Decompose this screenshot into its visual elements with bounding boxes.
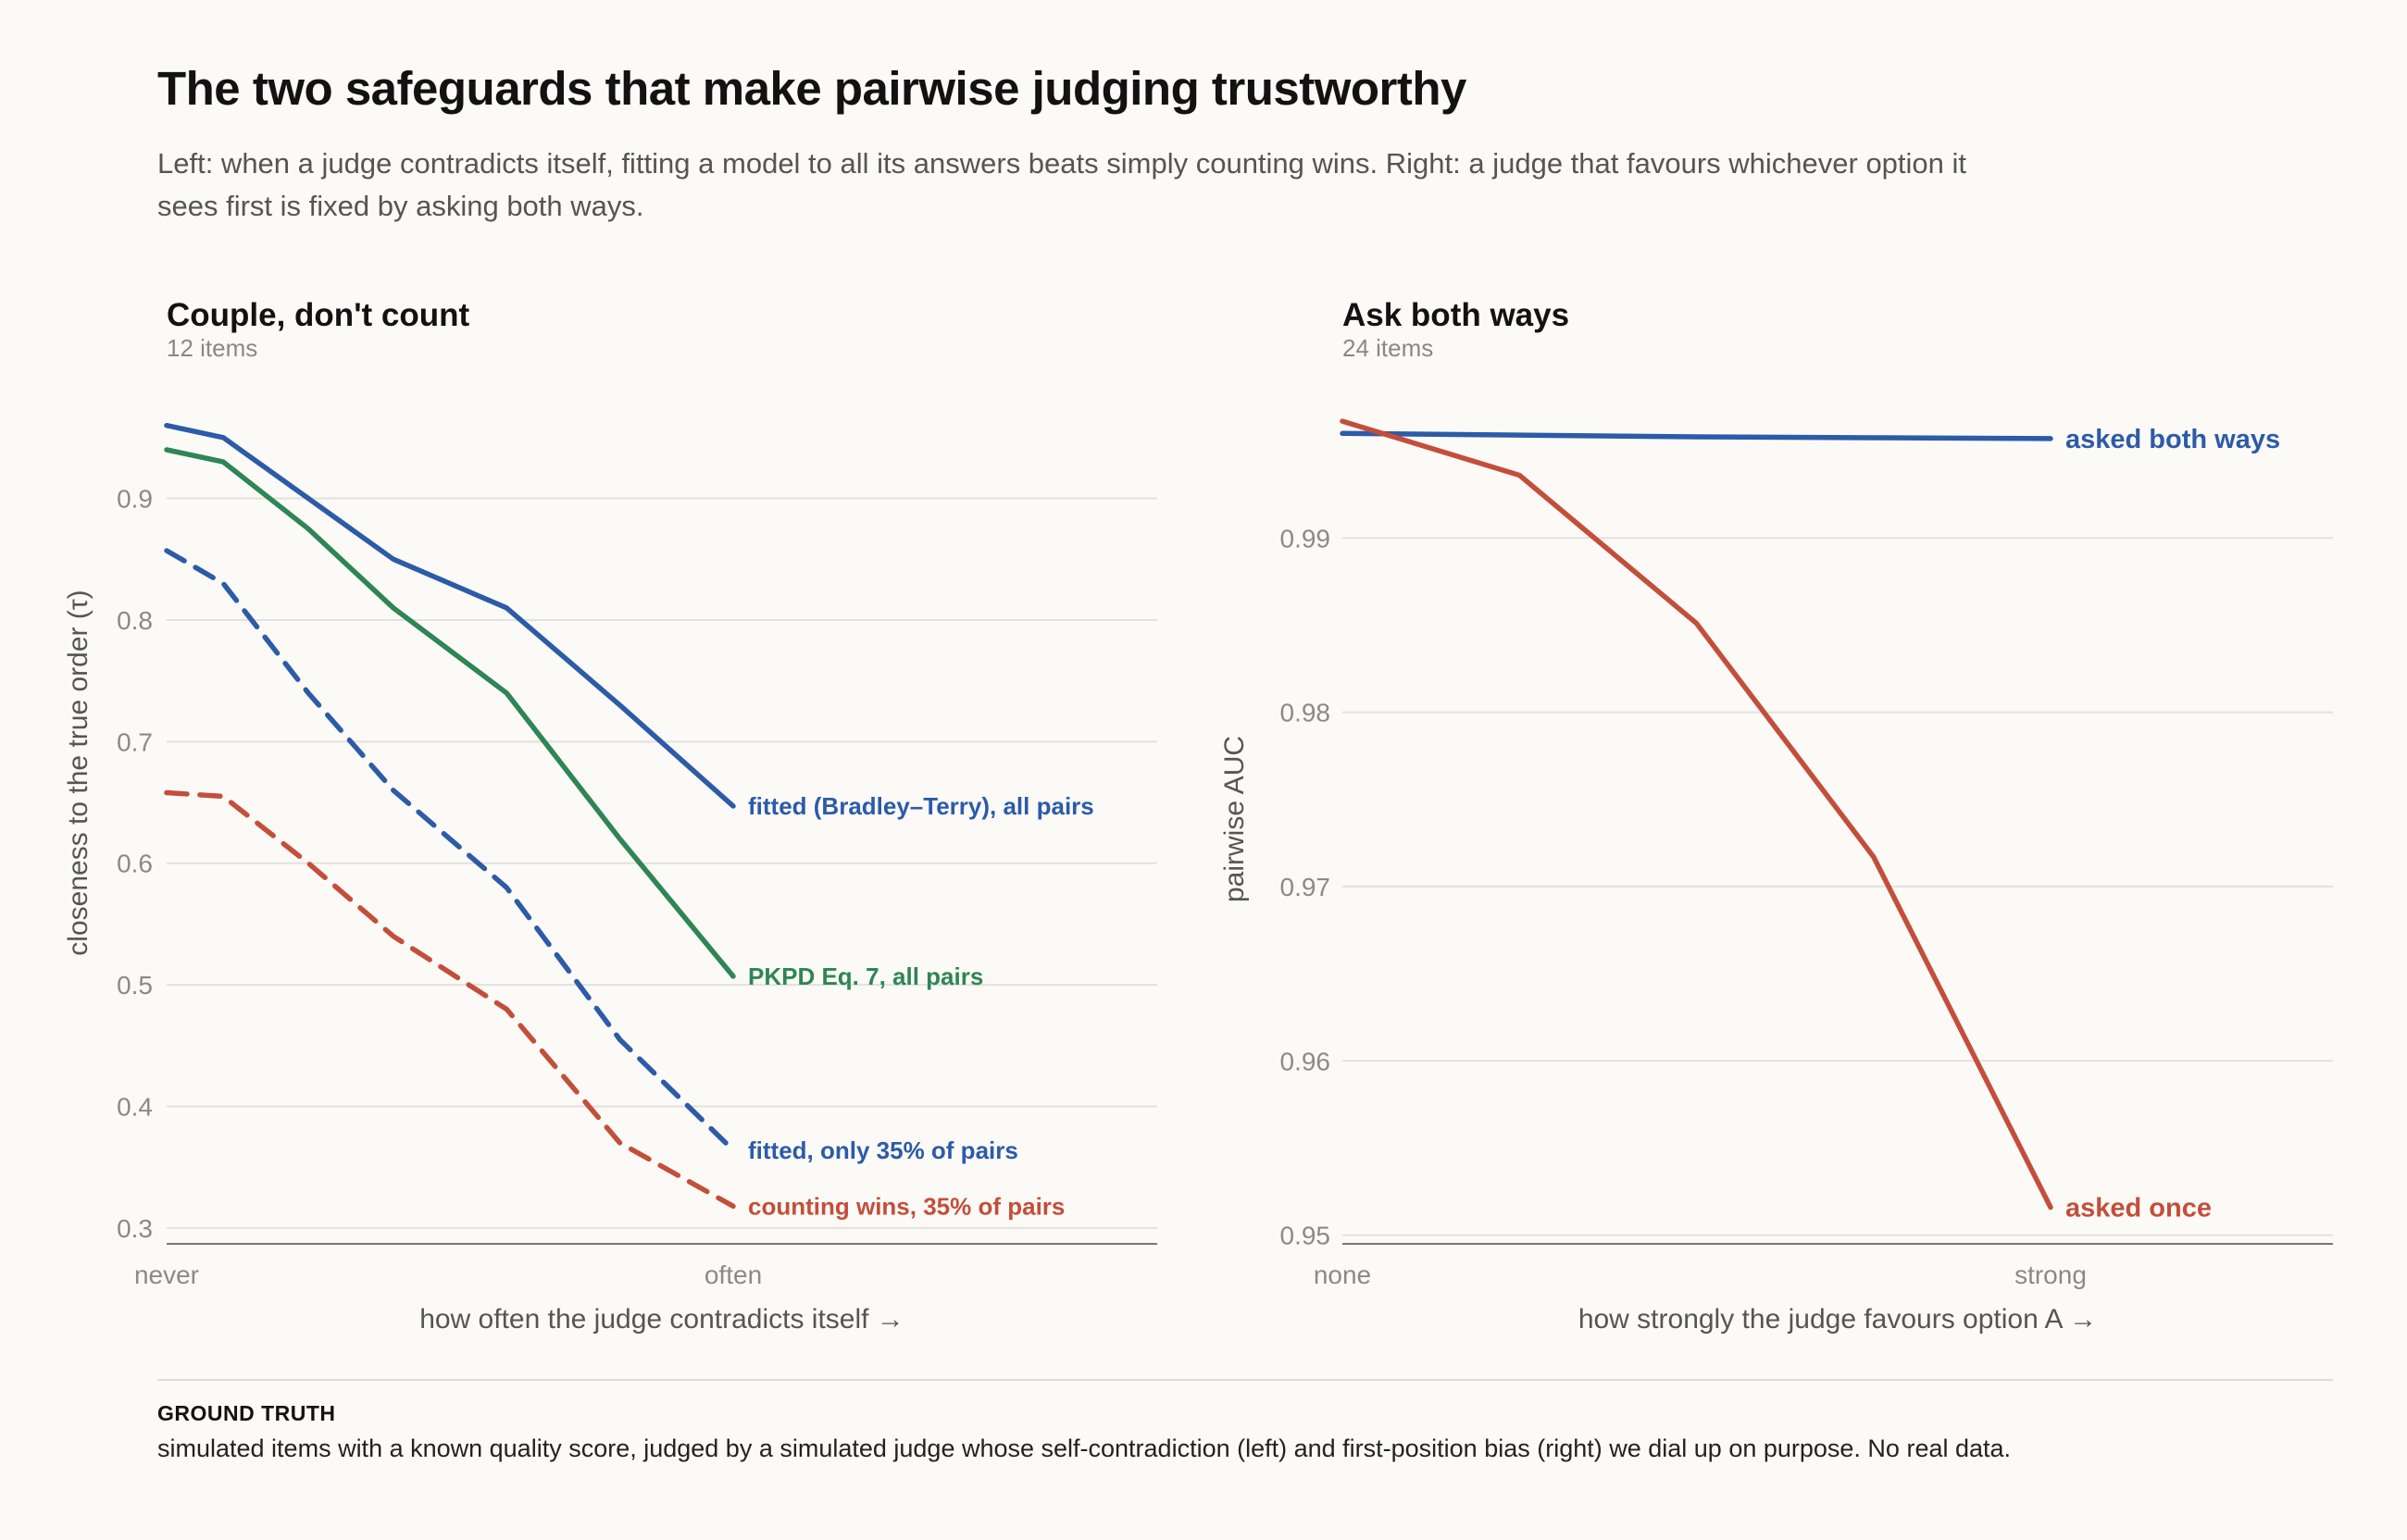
series-line — [164, 789, 736, 1210]
footer-divider — [157, 1379, 2333, 1381]
x-axis-label: how often the judge contradicts itself → — [419, 1304, 904, 1335]
x-tick-label: strong — [2014, 1261, 2087, 1289]
panel-subtitle: 24 items — [1342, 334, 1433, 362]
y-tick-label: 0.7 — [117, 727, 153, 756]
series-label: counting wins, 35% of pairs — [748, 1192, 1065, 1220]
x-axis-label: how strongly the judge favours option A … — [1578, 1304, 2097, 1335]
series-label: asked both ways — [2065, 425, 2280, 454]
x-tick-label: none — [1314, 1261, 1371, 1289]
y-tick-label: 0.4 — [117, 1093, 153, 1122]
series-label: fitted, only 35% of pairs — [748, 1136, 1018, 1164]
y-tick-label: 0.6 — [117, 850, 153, 878]
y-tick-label: 0.96 — [1280, 1047, 1331, 1075]
x-tick-label: often — [705, 1261, 762, 1289]
series-label: PKPD Eq. 7, all pairs — [748, 962, 983, 990]
y-tick-label: 0.97 — [1280, 873, 1331, 901]
y-tick-label: 0.8 — [117, 606, 153, 635]
y-tick-label: 0.9 — [117, 485, 153, 514]
page-title: The two safeguards that make pairwise ju… — [157, 62, 1466, 115]
series-line — [1340, 418, 2053, 1211]
footer-heading: GROUND TRUTH — [157, 1401, 336, 1425]
series-label: asked once — [2065, 1193, 2212, 1223]
y-tick-label: 0.95 — [1280, 1222, 1331, 1250]
series-line — [1340, 430, 2053, 441]
series-line — [164, 548, 736, 1153]
panel-subtitle: 12 items — [167, 334, 257, 362]
series-line — [164, 422, 736, 809]
x-tick-label: never — [134, 1261, 199, 1289]
y-tick-label: 0.5 — [117, 971, 153, 1000]
y-tick-label: 0.99 — [1280, 524, 1331, 553]
footer-text: simulated items with a known quality sco… — [157, 1434, 2012, 1462]
series-label: fitted (Bradley–Terry), all pairs — [748, 792, 1094, 820]
y-tick-label: 0.3 — [117, 1214, 153, 1243]
y-tick-label: 0.98 — [1280, 699, 1331, 727]
y-axis-label: pairwise AUC — [1219, 736, 1250, 902]
series-line — [164, 447, 736, 979]
panel-title: Couple, don't count — [167, 297, 469, 333]
y-axis-label: closeness to the true order (τ) — [63, 590, 94, 955]
page-subtitle: Left: when a judge contradicts itself, f… — [157, 147, 1967, 222]
panel-title: Ask both ways — [1342, 297, 1569, 333]
